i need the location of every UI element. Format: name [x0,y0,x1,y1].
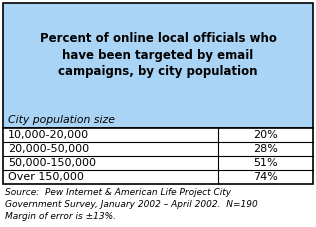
Text: 10,000-20,000: 10,000-20,000 [8,130,89,140]
Text: 51%: 51% [253,158,278,168]
Text: Percent of online local officials who
have been targeted by email
campaigns, by : Percent of online local officials who ha… [40,32,276,77]
Bar [3,3,313,128]
Text: 50,000-150,000: 50,000-150,000 [8,158,96,168]
Text: Source:  Pew Internet & American Life Project City
Government Survey, January 20: Source: Pew Internet & American Life Pro… [5,188,258,221]
Text: City population size: City population size [8,115,115,125]
Text: 74%: 74% [253,172,278,182]
Text: 28%: 28% [253,144,278,154]
Text: 20,000-50,000: 20,000-50,000 [8,144,89,154]
Text: Over 150,000: Over 150,000 [8,172,84,182]
Bar [3,128,313,184]
Text: 20%: 20% [253,130,278,140]
